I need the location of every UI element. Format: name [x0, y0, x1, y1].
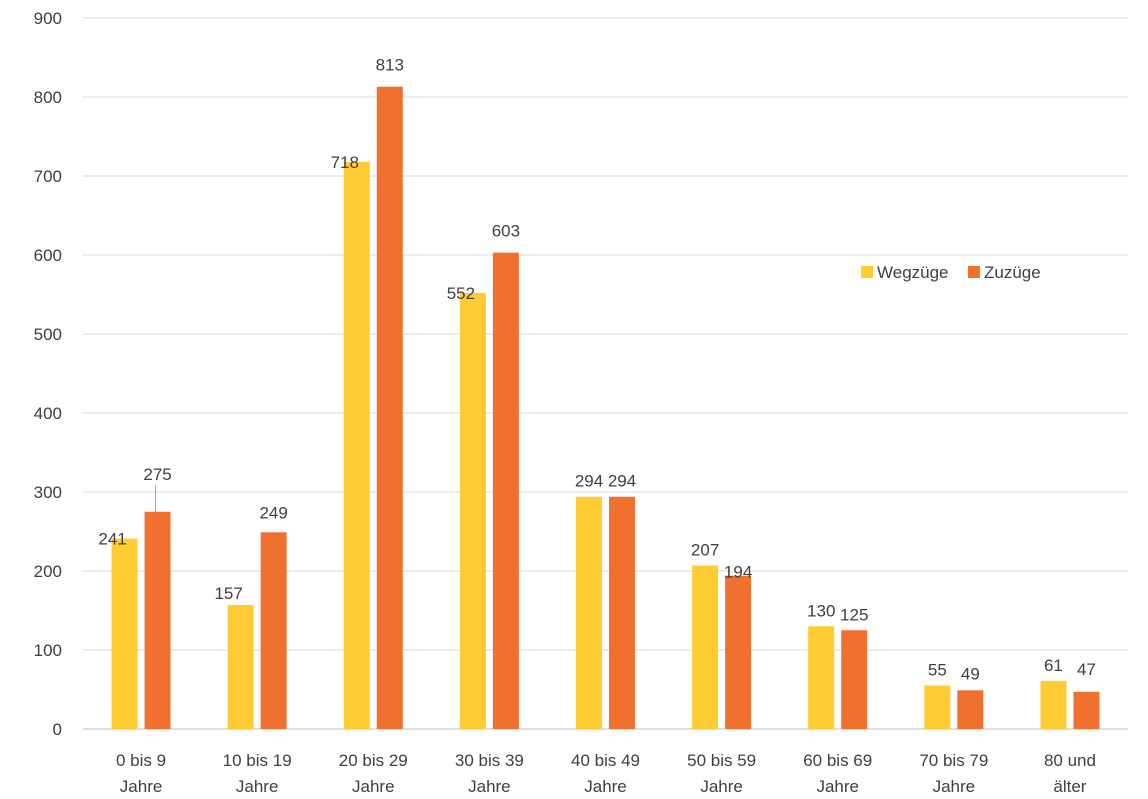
legend: Wegzüge Zuzüge	[861, 263, 1041, 282]
x-tick-label-line2: Jahre	[816, 777, 859, 796]
y-axis: 0 100 200 300 400 500 600 700 800 900	[34, 9, 62, 739]
y-tick-label: 400	[34, 404, 62, 423]
bar-zuzuege	[725, 575, 752, 729]
bar-wegzuege	[111, 538, 138, 729]
x-tick-label: 30 bis 39	[455, 751, 524, 770]
data-label-wegzuege: 294	[575, 472, 603, 491]
data-label-zuzuege: 125	[840, 605, 868, 624]
bar-zuzuege	[609, 496, 635, 729]
y-tick-label: 200	[34, 562, 62, 581]
data-label-wegzuege: 207	[691, 540, 719, 559]
bar-zuzuege	[841, 630, 868, 729]
legend-swatch	[861, 266, 873, 278]
data-label-wegzuege: 241	[98, 530, 126, 549]
x-tick-label-line2: älter	[1053, 777, 1086, 796]
bar-zuzuege	[376, 86, 403, 730]
bar-zuzuege	[1073, 691, 1100, 729]
y-tick-label: 800	[34, 88, 62, 107]
data-label-zuzuege: 603	[492, 222, 520, 241]
data-label-wegzuege: 552	[447, 284, 475, 303]
data-label-wegzuege: 130	[807, 601, 835, 620]
x-tick-label: 10 bis 19	[223, 751, 292, 770]
x-tick-label: 70 bis 79	[919, 751, 988, 770]
gridlines	[83, 17, 1128, 730]
y-tick-label: 100	[34, 641, 62, 660]
x-tick-label: 50 bis 59	[687, 751, 756, 770]
y-tick-label: 300	[34, 483, 62, 502]
data-labels: 241 275 157 249 718 813 552 603 294 294 207 194 130 1…	[98, 56, 1096, 684]
data-label-zuzuege: 294	[608, 472, 636, 491]
bar-wegzuege	[459, 292, 486, 729]
data-label-zuzuege: 49	[961, 665, 980, 684]
x-tick-label-line2: Jahre	[468, 777, 511, 796]
y-tick-label: 700	[34, 167, 62, 186]
data-label-wegzuege: 55	[928, 661, 947, 680]
bar-wegzuege	[924, 685, 951, 729]
legend-label: Zuzüge	[984, 263, 1041, 282]
bars	[111, 86, 1100, 730]
legend-swatch	[968, 266, 980, 278]
bar-wegzuege	[1040, 680, 1067, 729]
bar-zuzuege	[492, 252, 519, 729]
bar-zuzuege	[144, 511, 171, 729]
y-tick-label: 500	[34, 325, 62, 344]
x-tick-label: 0 bis 9	[116, 751, 166, 770]
data-label-zuzuege: 275	[143, 465, 171, 484]
x-tick-label-line2: Jahre	[236, 777, 279, 796]
bar-zuzuege	[957, 690, 984, 729]
data-label-zuzuege: 194	[724, 562, 752, 581]
y-tick-label: 900	[34, 9, 62, 28]
bar-wegzuege	[808, 626, 835, 729]
x-tick-label-line2: Jahre	[933, 777, 976, 796]
x-tick-label: 40 bis 49	[571, 751, 640, 770]
bar-zuzuege	[260, 532, 287, 729]
data-label-wegzuege: 61	[1044, 656, 1063, 675]
y-tick-label: 600	[34, 246, 62, 265]
data-label-wegzuege: 157	[214, 584, 242, 603]
bar-wegzuege	[227, 604, 254, 729]
x-tick-label-line2: Jahre	[584, 777, 627, 796]
data-label-wegzuege: 718	[331, 153, 359, 172]
bar-wegzuege	[576, 496, 602, 729]
bar-wegzuege	[343, 161, 370, 729]
y-tick-label: 0	[53, 720, 62, 739]
x-tick-label: 20 bis 29	[339, 751, 408, 770]
data-label-zuzuege: 813	[376, 56, 404, 75]
x-tick-label-line2: Jahre	[352, 777, 395, 796]
data-label-zuzuege: 47	[1077, 660, 1096, 679]
x-tick-label-line2: Jahre	[120, 777, 163, 796]
data-label-zuzuege: 249	[259, 503, 287, 522]
x-tick-label: 80 und	[1044, 751, 1096, 770]
x-tick-label-line2: Jahre	[700, 777, 743, 796]
legend-label: Wegzüge	[877, 263, 949, 282]
bar-wegzuege	[692, 565, 719, 729]
x-axis: 0 bis 9 Jahre 10 bis 19 Jahre 20 bis 29 Jahre…	[116, 751, 1096, 796]
x-tick-label: 60 bis 69	[803, 751, 872, 770]
